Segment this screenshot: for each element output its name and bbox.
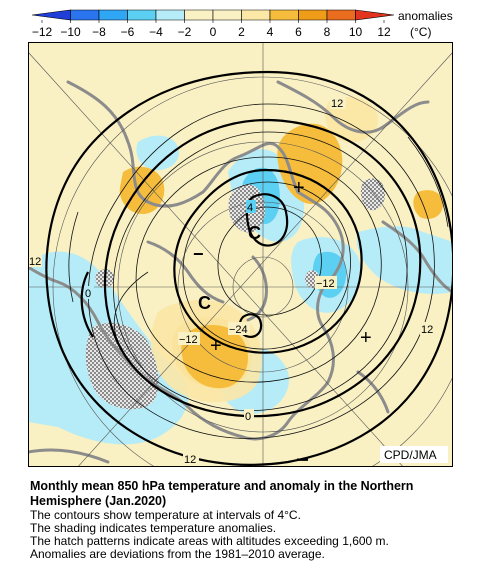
anomaly-color-bar: −12 −10 −8 −6 −4 −2 0 2 4 6 8 10 12 anomalies (°C) <box>31 9 453 39</box>
color-bar-tick-label: −2 <box>178 25 192 39</box>
color-bar-segment <box>70 9 100 21</box>
contour-label: 0 <box>85 288 91 300</box>
cold-anomaly-northwest <box>136 135 179 171</box>
graticule <box>28 42 453 467</box>
cold-center-symbol: C <box>248 223 261 243</box>
figure-caption: Monthly mean 850 hPa temperature and ano… <box>30 479 470 561</box>
color-bar-segment <box>127 9 157 21</box>
color-bar-segments <box>31 9 395 21</box>
hatch-tibet <box>85 322 159 410</box>
color-bar-segment <box>241 9 271 21</box>
color-bar-tick-label: 0 <box>210 25 217 39</box>
hatch-rockies <box>360 178 386 211</box>
color-bar-segment <box>98 9 128 21</box>
color-bar-tick-label: −6 <box>121 25 135 39</box>
color-bar-segment <box>155 9 185 21</box>
caption-line-1: The contours show temperature at interva… <box>30 508 301 522</box>
contour-label: −12 <box>179 334 198 346</box>
color-bar-ticks: −12 −10 −8 −6 −4 −2 0 2 4 6 8 10 12 <box>32 20 391 39</box>
color-bar-tick-label: −12 <box>32 25 53 39</box>
warm-center-symbol: + <box>293 177 305 199</box>
contour-minus24 <box>245 193 289 247</box>
map-symbols: C C + + + − − <box>193 177 372 467</box>
caption-line-3: The hatch patterns indicate areas with a… <box>30 534 389 548</box>
warm-center-symbol: + <box>360 327 372 349</box>
color-bar-tick-label: 4 <box>267 25 274 39</box>
color-bar-tick-label: −10 <box>60 25 81 39</box>
coastlines <box>28 80 453 464</box>
color-bar-segment <box>269 9 299 21</box>
color-bar-segment <box>326 9 356 21</box>
contour-minus12 <box>173 168 363 354</box>
contour-label: 12 <box>29 256 41 268</box>
warm-anomaly-east-small <box>413 190 443 219</box>
contour-0 <box>103 118 422 418</box>
color-bar-tick-label: −4 <box>149 25 163 39</box>
contour-label: 12 <box>184 454 196 466</box>
caption-line-4: Anomalies are deviations from the 1981–2… <box>30 547 325 561</box>
color-bar-tick-label: 10 <box>349 25 363 39</box>
warm-center-symbol: + <box>210 335 222 357</box>
contour-label: −24 <box>229 324 248 336</box>
polar-map: 12 12 12 12 4 0 0 −12 −12 −24 C C + <box>28 42 453 467</box>
contour-label: 12 <box>421 324 433 336</box>
cold-center-symbol: C <box>198 293 211 313</box>
color-bar-tick-label: 8 <box>324 25 331 39</box>
contour-label: 12 <box>331 98 343 110</box>
color-bar-tick-label: 12 <box>377 25 391 39</box>
map-credit: CPD/JMA <box>384 448 437 462</box>
contour-label: −12 <box>316 278 335 290</box>
color-bar-segment <box>355 9 395 21</box>
color-bar-segment <box>184 9 214 21</box>
color-bar-segment <box>212 9 242 21</box>
caption-line-2: The shading indicates temperature anomal… <box>30 521 277 535</box>
unit-text: (°C) <box>410 25 431 39</box>
minus-symbol: − <box>193 244 204 264</box>
color-bar-segment <box>298 9 328 21</box>
contour-label: 0 <box>245 411 251 423</box>
caption-title-line-1: Monthly mean 850 hPa temperature and ano… <box>30 479 414 493</box>
color-bar-tick-label: 2 <box>238 25 245 39</box>
minus-symbol: − <box>296 447 309 467</box>
color-bar-tick-label: −8 <box>92 25 106 39</box>
caption-title-line-2: Hemisphere (Jan.2020) <box>30 494 167 508</box>
unit-label: anomalies <box>398 9 453 23</box>
color-bar-segment <box>31 9 71 21</box>
contour-label: 4 <box>247 202 253 214</box>
contour-labels: 12 12 12 12 4 0 0 −12 −12 −24 <box>28 96 436 466</box>
color-bar-tick-label: 6 <box>295 25 302 39</box>
